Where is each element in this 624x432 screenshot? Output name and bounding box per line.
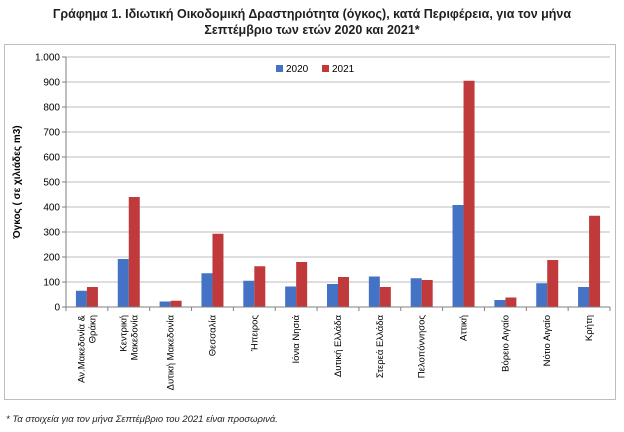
bar-2021-12	[589, 215, 601, 307]
y-tick-label: 800	[43, 103, 60, 114]
x-category-text: Θεσσαλία	[207, 314, 218, 356]
bar-2020-4	[243, 280, 255, 307]
bar-2021-11	[547, 260, 559, 307]
x-category-text: Ιόνια Νησιά	[291, 314, 302, 363]
footnote: * Τα στοιχεία για τον μήνα Σεπτέμβριο το…	[6, 414, 278, 425]
x-category-text: Στερεά Ελλάδα	[375, 315, 386, 379]
bar-2020-5	[285, 286, 297, 307]
x-category-text: Πελοπόννησος	[417, 315, 428, 379]
y-tick-label: 100	[43, 278, 60, 289]
y-tick-label: 1.000	[35, 53, 60, 64]
chart-title: Γράφημα 1. Ιδιωτική Οικοδομική Δραστηριό…	[0, 6, 624, 38]
y-tick-label: 200	[43, 253, 60, 264]
legend-item-2021: 2021	[322, 64, 355, 75]
y-tick-label: 300	[43, 228, 60, 239]
bar-2021-6	[338, 277, 349, 307]
x-category-text: Ήπειρος	[249, 315, 260, 353]
y-tick-label: 600	[43, 153, 60, 164]
x-category-text: Αν.Μακεδονία &	[76, 314, 87, 383]
legend: 2020 2021	[276, 64, 355, 75]
x-category-text: Κεντρική	[118, 315, 129, 352]
x-category-text: Αττική	[459, 315, 470, 341]
bar-2020-7	[368, 276, 380, 307]
chart-frame	[4, 44, 616, 400]
legend-item-2020: 2020	[276, 64, 309, 75]
axes	[65, 57, 611, 311]
bar-2021-2	[170, 300, 182, 307]
x-category-text: Βόρειο Αιγαίο	[500, 315, 511, 372]
bar-2021-8	[421, 280, 433, 307]
x-axis-categories: Αν.Μακεδονία & Θράκη Κεντρική Μακεδονία Δυτι…	[76, 314, 595, 390]
bar-2020-12	[578, 287, 590, 307]
x-category-label-10: Βόρειο Αιγαίο	[500, 315, 511, 372]
y-tick-label: 500	[43, 178, 60, 189]
bar-2020-10	[494, 300, 506, 307]
gridlines	[66, 56, 610, 283]
bar-2020-3	[201, 273, 213, 307]
x-category-text: Κρήτη	[584, 315, 595, 341]
x-category-label-12: Κρήτη	[584, 315, 595, 341]
bar-2021-5	[296, 262, 308, 307]
bars	[75, 80, 601, 307]
chart-title-line-2: Σεπτέμβριο των ετών 2020 και 2021*	[204, 23, 420, 37]
bar-2020-11	[536, 283, 548, 307]
bar-2020-0	[75, 290, 87, 307]
bar-2020-6	[327, 284, 338, 307]
y-tick-label: 0	[54, 303, 60, 314]
legend-swatch	[276, 65, 283, 72]
x-category-label-0: Αν.Μακεδονία & Θράκη	[76, 314, 98, 383]
x-category-label-8: Πελοπόννησος	[417, 315, 428, 379]
bar-2021-3	[212, 233, 224, 307]
bar-2021-1	[128, 197, 140, 307]
x-category-text: Θράκη	[87, 315, 98, 343]
bar-2020-1	[117, 259, 129, 307]
x-category-text: Δυτική Μακεδονία	[166, 315, 177, 391]
x-category-label-4: Ήπειρος	[249, 315, 260, 353]
y-tick-label: 900	[43, 78, 60, 89]
x-category-text: Μακεδονία	[129, 315, 140, 361]
x-category-label-5: Ιόνια Νησιά	[291, 314, 302, 363]
x-category-label-6: Δυτική Ελλάδα	[333, 314, 344, 377]
y-axis-ticks: 0 100 200 300 400 500 600 700 800 900 1.000	[35, 53, 66, 314]
x-category-text: Νότιο Αιγαίο	[542, 315, 553, 366]
y-tick-label: 400	[43, 203, 60, 214]
x-category-label-2: Δυτική Μακεδονία	[166, 315, 177, 391]
y-tick-label: 700	[43, 128, 60, 139]
legend-label: 2020	[286, 64, 309, 75]
legend-swatch	[322, 65, 329, 72]
x-category-text: Δυτική Ελλάδα	[333, 314, 344, 377]
y-axis-label: Όγκος ( σε χιλιάδες m3)	[12, 125, 23, 239]
x-category-label-7: Στερεά Ελλάδα	[375, 315, 386, 379]
bar-2021-7	[379, 287, 391, 307]
bar-2021-4	[254, 266, 266, 307]
chart-title-line-1: Γράφημα 1. Ιδιωτική Οικοδομική Δραστηριό…	[52, 7, 572, 21]
bar-2020-9	[452, 205, 464, 307]
x-category-label-11: Νότιο Αιγαίο	[542, 315, 553, 366]
bar-2021-0	[86, 287, 98, 307]
legend-label: 2021	[332, 64, 355, 75]
bar-2021-10	[505, 297, 517, 307]
x-category-label-1: Κεντρική Μακεδονία	[118, 315, 140, 361]
x-category-label-9: Αττική	[459, 315, 470, 341]
bar-2020-2	[159, 301, 171, 307]
x-category-label-3: Θεσσαλία	[207, 314, 218, 356]
bar-2021-9	[463, 80, 475, 307]
bar-2020-8	[410, 278, 422, 307]
